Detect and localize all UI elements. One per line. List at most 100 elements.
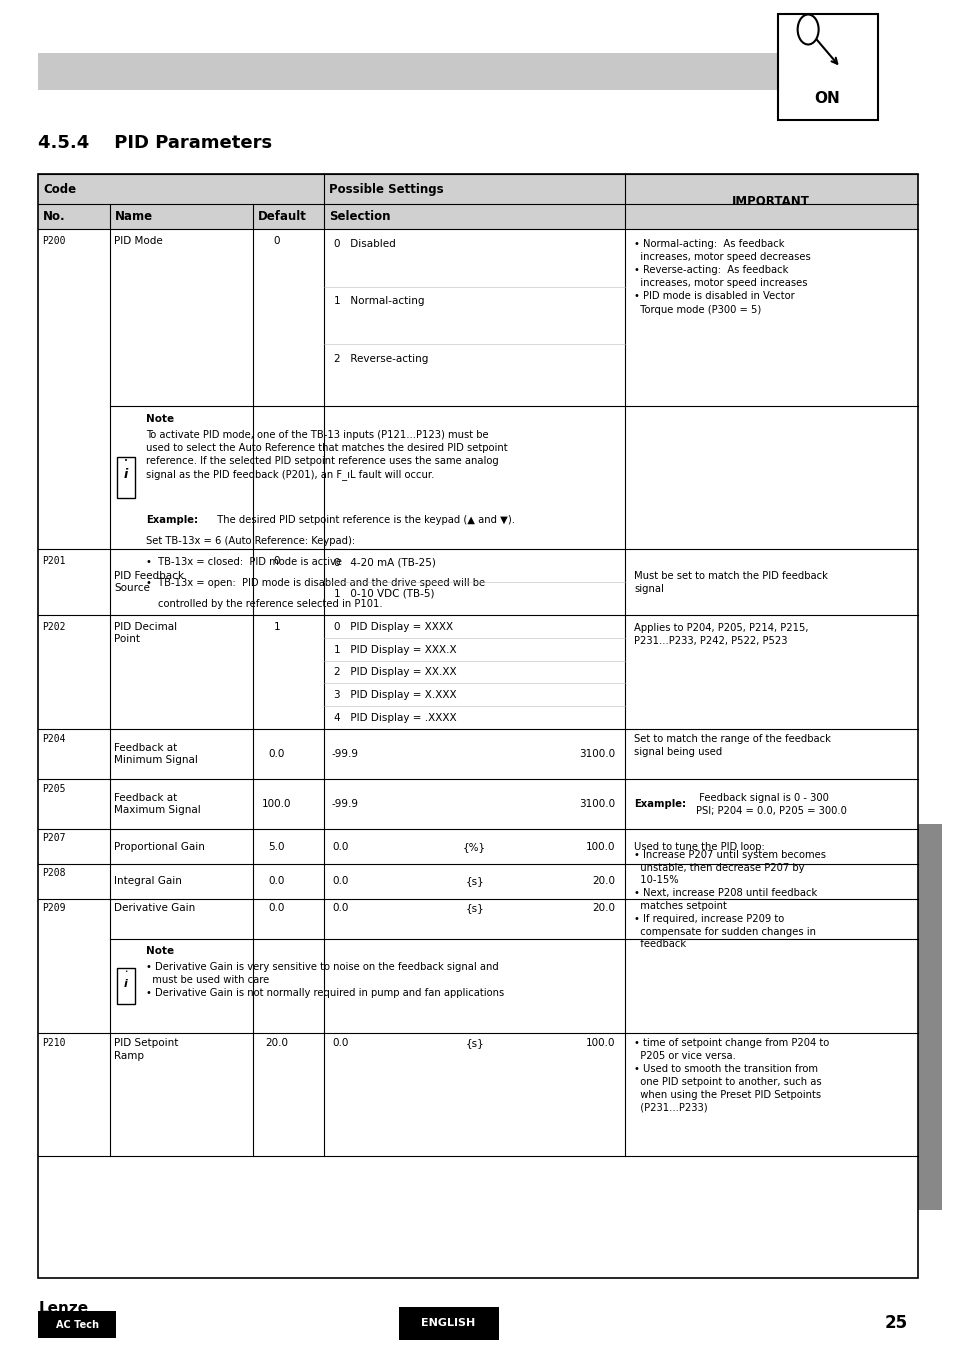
Text: Used to tune the PID loop:: Used to tune the PID loop: bbox=[634, 841, 764, 852]
Text: 0   Disabled: 0 Disabled bbox=[334, 239, 395, 248]
Text: Applies to P204, P205, P214, P215,
P231...P233, P242, P522, P523: Applies to P204, P205, P214, P215, P231.… bbox=[634, 623, 808, 646]
Text: Example:: Example: bbox=[146, 515, 198, 525]
Text: • time of setpoint change from P204 to
  P205 or vice versa.
• Used to smooth th: • time of setpoint change from P204 to P… bbox=[634, 1039, 829, 1112]
Text: •  TB-13x = open:  PID mode is disabled and the drive speed will be: • TB-13x = open: PID mode is disabled an… bbox=[146, 578, 484, 589]
Text: 100.0: 100.0 bbox=[585, 841, 615, 852]
Text: PID Setpoint
Ramp: PID Setpoint Ramp bbox=[114, 1039, 178, 1060]
Text: To activate PID mode, one of the TB-13 inputs (P121...P123) must be
used to sele: To activate PID mode, one of the TB-13 i… bbox=[146, 431, 507, 480]
Text: Possible Settings: Possible Settings bbox=[329, 183, 443, 196]
Circle shape bbox=[797, 15, 818, 45]
Text: No.: No. bbox=[43, 210, 66, 224]
Text: 100.0: 100.0 bbox=[262, 799, 291, 810]
Text: Default: Default bbox=[257, 210, 306, 224]
Text: Note: Note bbox=[146, 414, 173, 424]
Text: 1   Normal-acting: 1 Normal-acting bbox=[334, 296, 424, 307]
Text: • Increase P207 until system becomes
  unstable, then decrease P207 by
  10-15%
: • Increase P207 until system becomes uns… bbox=[634, 849, 825, 950]
Text: P207: P207 bbox=[42, 833, 66, 844]
Text: Code: Code bbox=[43, 183, 76, 196]
Text: PID Decimal
Point: PID Decimal Point bbox=[114, 622, 177, 645]
Text: 0.0: 0.0 bbox=[268, 902, 285, 913]
Text: -99.9: -99.9 bbox=[332, 748, 358, 759]
Text: P200: P200 bbox=[42, 236, 66, 245]
Text: 0.0: 0.0 bbox=[332, 876, 348, 886]
Bar bbox=[38, 174, 917, 1278]
Text: 3   PID Display = X.XXX: 3 PID Display = X.XXX bbox=[334, 690, 456, 701]
Text: i: i bbox=[124, 468, 128, 481]
Text: P210: P210 bbox=[42, 1039, 66, 1048]
Text: 20.0: 20.0 bbox=[592, 902, 615, 913]
Text: • Normal-acting:  As feedback
  increases, motor speed decreases
• Reverse-actin: • Normal-acting: As feedback increases, … bbox=[634, 239, 810, 315]
Text: 0.0: 0.0 bbox=[332, 1039, 348, 1048]
Bar bbox=[38, 53, 853, 90]
Bar bbox=[38, 174, 917, 204]
Text: 0.0: 0.0 bbox=[268, 876, 285, 886]
Text: P209: P209 bbox=[42, 902, 66, 913]
Text: 20.0: 20.0 bbox=[265, 1039, 288, 1048]
Text: -99.9: -99.9 bbox=[332, 799, 358, 810]
Text: 5.0: 5.0 bbox=[268, 841, 285, 852]
Text: 0.0: 0.0 bbox=[332, 902, 348, 913]
Text: controlled by the reference selected in P101.: controlled by the reference selected in … bbox=[158, 600, 382, 609]
Text: Feedback signal is 0 - 300
PSI; P204 = 0.0, P205 = 300.0: Feedback signal is 0 - 300 PSI; P204 = 0… bbox=[696, 793, 846, 815]
Bar bbox=[38, 1311, 116, 1338]
Text: Proportional Gain: Proportional Gain bbox=[114, 841, 205, 852]
Text: 1   PID Display = XXX.X: 1 PID Display = XXX.X bbox=[334, 645, 456, 654]
Text: 20.0: 20.0 bbox=[592, 876, 615, 886]
Text: AC Tech: AC Tech bbox=[55, 1319, 99, 1330]
Bar bbox=[777, 14, 877, 120]
Text: Derivative Gain: Derivative Gain bbox=[114, 902, 195, 913]
Text: {s}: {s} bbox=[465, 902, 483, 913]
Text: Set to match the range of the feedback
signal being used: Set to match the range of the feedback s… bbox=[634, 735, 830, 756]
Text: • Derivative Gain is very sensitive to noise on the feedback signal and
  must b: • Derivative Gain is very sensitive to n… bbox=[146, 962, 504, 998]
Text: 3100.0: 3100.0 bbox=[578, 799, 615, 810]
Bar bbox=[398, 1307, 498, 1340]
Text: {%}: {%} bbox=[462, 841, 486, 852]
Text: Note: Note bbox=[146, 946, 173, 955]
Bar bbox=[117, 457, 134, 497]
Text: Example:: Example: bbox=[634, 799, 686, 810]
Bar bbox=[117, 968, 134, 1003]
Text: PID Mode: PID Mode bbox=[114, 236, 163, 245]
Text: 2   Reverse-acting: 2 Reverse-acting bbox=[334, 354, 428, 364]
Text: Feedback at
Maximum Signal: Feedback at Maximum Signal bbox=[114, 793, 201, 815]
Text: 1   0-10 VDC (TB-5): 1 0-10 VDC (TB-5) bbox=[334, 589, 434, 598]
Text: ON: ON bbox=[814, 91, 840, 106]
Text: 4   PID Display = .XXXX: 4 PID Display = .XXXX bbox=[334, 713, 456, 722]
Text: Integral Gain: Integral Gain bbox=[114, 876, 182, 886]
Text: P208: P208 bbox=[42, 868, 66, 878]
Text: IMPORTANT: IMPORTANT bbox=[732, 195, 809, 209]
Text: Must be set to match the PID feedback
signal: Must be set to match the PID feedback si… bbox=[634, 571, 827, 593]
Text: 0: 0 bbox=[274, 556, 279, 566]
Text: i: i bbox=[124, 979, 128, 990]
Text: {s}: {s} bbox=[465, 1039, 483, 1048]
Text: 3100.0: 3100.0 bbox=[578, 748, 615, 759]
Text: 2   PID Display = XX.XX: 2 PID Display = XX.XX bbox=[334, 668, 456, 677]
Text: Feedback at
Minimum Signal: Feedback at Minimum Signal bbox=[114, 743, 198, 765]
Text: P205: P205 bbox=[42, 784, 66, 795]
Bar bbox=[917, 823, 941, 1210]
Text: Lenze: Lenze bbox=[38, 1300, 89, 1317]
Text: Set TB-13x = 6 (Auto Reference: Keypad):: Set TB-13x = 6 (Auto Reference: Keypad): bbox=[146, 536, 355, 547]
Text: 25: 25 bbox=[884, 1314, 907, 1333]
Text: P204: P204 bbox=[42, 735, 66, 744]
Text: 0   PID Display = XXXX: 0 PID Display = XXXX bbox=[334, 622, 453, 632]
Text: •: • bbox=[124, 458, 128, 465]
Bar bbox=[38, 204, 917, 229]
Text: P201: P201 bbox=[42, 556, 66, 566]
Text: 4.5.4    PID Parameters: 4.5.4 PID Parameters bbox=[38, 134, 272, 151]
Text: 1: 1 bbox=[274, 622, 279, 632]
Text: 0.0: 0.0 bbox=[332, 841, 348, 852]
Text: The desired PID setpoint reference is the keypad (▲ and ▼).: The desired PID setpoint reference is th… bbox=[211, 515, 515, 525]
Text: P202: P202 bbox=[42, 622, 66, 632]
Text: PID Feedback
Source: PID Feedback Source bbox=[114, 571, 184, 593]
Text: Selection: Selection bbox=[329, 210, 390, 224]
Text: •  TB-13x = closed:  PID mode is active: • TB-13x = closed: PID mode is active bbox=[146, 557, 341, 567]
Text: 0.0: 0.0 bbox=[268, 748, 285, 759]
Text: 100.0: 100.0 bbox=[585, 1039, 615, 1048]
Text: 0   4-20 mA (TB-25): 0 4-20 mA (TB-25) bbox=[334, 557, 436, 567]
Text: ENGLISH: ENGLISH bbox=[421, 1318, 475, 1329]
Text: {s}: {s} bbox=[465, 876, 483, 886]
Text: Name: Name bbox=[114, 210, 152, 224]
Text: •: • bbox=[124, 969, 128, 975]
Text: 0: 0 bbox=[274, 236, 279, 245]
